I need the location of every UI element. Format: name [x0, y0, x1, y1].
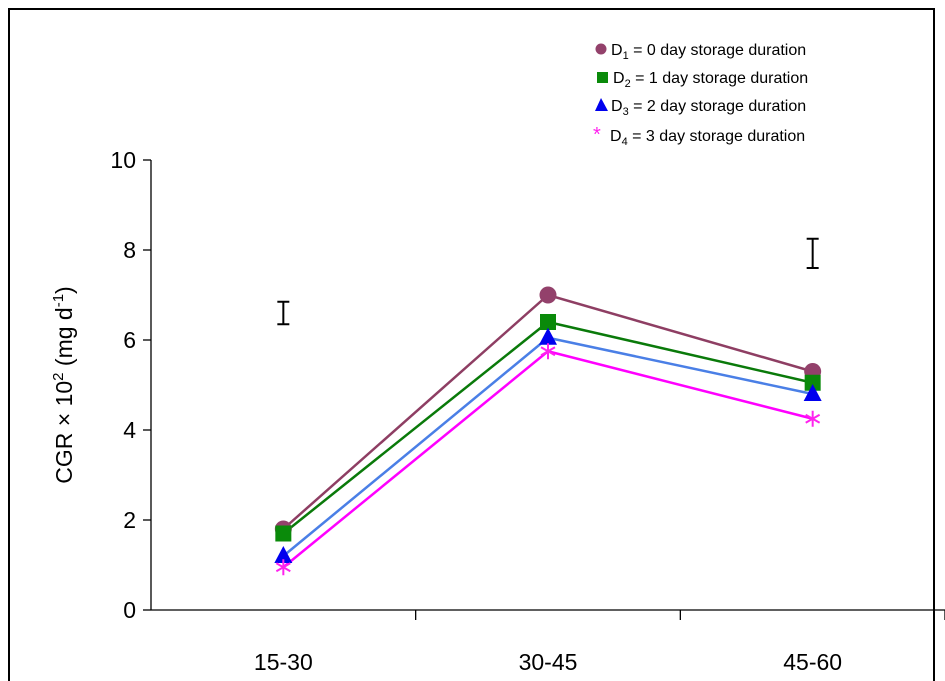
data-point-d2: [804, 374, 821, 391]
asterisk-stroke: [540, 346, 556, 357]
series-layer: [274, 286, 822, 576]
legend-marker-asterisk-icon: *: [593, 124, 601, 146]
data-point-d4: [805, 410, 821, 427]
legend-item-d2: D2 = 1 day storage duration: [597, 70, 808, 90]
data-point-d3: [274, 546, 293, 563]
legend: D1 = 0 day storage duration D2 = 1 day s…: [593, 42, 808, 148]
legend-item-d3: D3 = 2 day storage duration: [595, 98, 806, 118]
data-point-d2: [540, 314, 556, 330]
error-bar: [806, 237, 819, 269]
y-axis-label: CGR × 102 (mg d-1): [50, 286, 77, 483]
legend-label-d3: D3 = 2 day storage duration: [611, 98, 806, 118]
error-bar: [277, 300, 290, 326]
series-line-d3: [282, 336, 813, 557]
legend-label-d1: D1 = 0 day storage duration: [611, 42, 806, 62]
x-tick-label: 45-60: [783, 649, 842, 675]
axes: 0 2 4 6 8 10 15-30 30-45 45-60: [110, 147, 945, 675]
y-tick-label: 6: [123, 327, 136, 353]
y-tick-label: 8: [123, 237, 136, 263]
error-bars: [277, 237, 819, 326]
legend-marker-triangle-icon: [595, 98, 608, 111]
y-tick-label: 2: [123, 507, 136, 533]
data-point-d3: [803, 384, 822, 401]
chart-frame: [8, 8, 935, 681]
data-point-d4: [275, 559, 291, 576]
legend-label-d2: D2 = 1 day storage duration: [613, 70, 808, 90]
legend-item-d1: D1 = 0 day storage duration: [595, 42, 806, 62]
data-point-d4: [540, 343, 556, 360]
asterisk-stroke: [805, 413, 821, 424]
x-tick-label: 15-30: [254, 649, 313, 675]
data-point-d2: [275, 525, 292, 542]
y-tick-label: 0: [123, 597, 136, 623]
legend-marker-circle-icon: [595, 43, 607, 55]
y-tick-label: 10: [110, 147, 136, 173]
x-tick-label: 30-45: [519, 649, 578, 675]
data-point-d1: [539, 286, 557, 304]
asterisk-stroke: [275, 562, 291, 573]
legend-label-d4: D4 = 3 day storage duration: [610, 128, 805, 148]
legend-marker-square-icon: [597, 72, 608, 83]
legend-item-d4: * D4 = 3 day storage duration: [593, 124, 805, 148]
data-point-d3: [539, 327, 557, 345]
y-tick-label: 4: [123, 417, 136, 443]
